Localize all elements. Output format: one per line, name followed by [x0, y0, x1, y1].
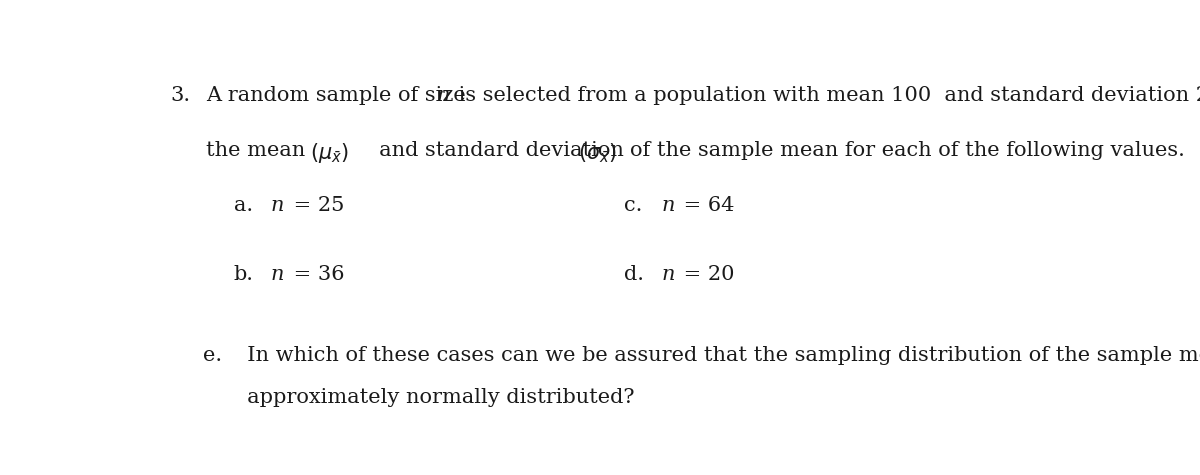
Text: approximately normally distributed?: approximately normally distributed? — [234, 388, 635, 407]
Text: $\left(\mu_{\bar{x}}\right)$: $\left(\mu_{\bar{x}}\right)$ — [310, 141, 349, 165]
Text: a.: a. — [234, 196, 253, 215]
Text: = 20: = 20 — [677, 266, 734, 285]
Text: A random sample of size: A random sample of size — [206, 86, 472, 105]
Text: = 36: = 36 — [287, 266, 344, 285]
Text: b.: b. — [234, 266, 253, 285]
Text: of the sample mean for each of the following values.: of the sample mean for each of the follo… — [630, 141, 1184, 160]
Text: n: n — [271, 266, 284, 285]
Text: = 25: = 25 — [287, 196, 344, 215]
Text: the mean: the mean — [206, 141, 312, 160]
Text: In which of these cases can we be assured that the sampling distribution of the : In which of these cases can we be assure… — [234, 346, 1200, 365]
Text: n: n — [661, 196, 674, 215]
Text: n: n — [437, 86, 450, 105]
Text: and standard deviation: and standard deviation — [366, 141, 630, 160]
Text: 3.: 3. — [170, 86, 191, 105]
Text: n: n — [271, 196, 284, 215]
Text: c.: c. — [624, 196, 643, 215]
Text: is selected from a population with mean 100  and standard deviation 20.  Find: is selected from a population with mean … — [452, 86, 1200, 105]
Text: = 64: = 64 — [677, 196, 734, 215]
Text: $\left(\sigma_{\bar{x}}\right)$: $\left(\sigma_{\bar{x}}\right)$ — [578, 141, 617, 165]
Text: d.: d. — [624, 266, 644, 285]
Text: e.: e. — [203, 346, 222, 365]
Text: n: n — [661, 266, 674, 285]
